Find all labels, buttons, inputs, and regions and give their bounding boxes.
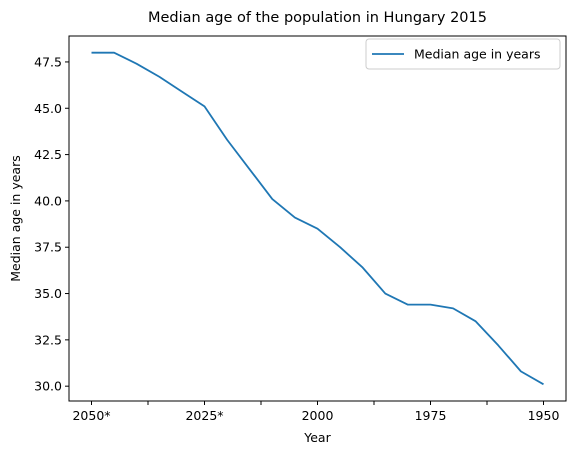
data-point — [158, 76, 160, 78]
y-tick-label: 32.5 — [34, 332, 62, 347]
data-point — [362, 267, 364, 269]
data-point — [452, 307, 454, 309]
legend-label: Median age in years — [414, 47, 540, 62]
x-axis: 2050* 2025* 2000 1975 1950 — [72, 401, 559, 423]
x-tick-label: 1975 — [415, 408, 447, 423]
x-tick-label: 1950 — [528, 408, 560, 423]
data-point — [249, 169, 251, 171]
data-point — [497, 345, 499, 347]
data-point — [204, 106, 206, 108]
y-tick-label: 42.5 — [34, 147, 62, 162]
y-tick-label: 45.0 — [34, 101, 62, 116]
y-tick-label: 40.0 — [34, 193, 62, 208]
x-tick-label: 2050* — [72, 408, 110, 423]
plot-area — [68, 35, 567, 402]
data-point — [271, 198, 273, 200]
data-point — [317, 228, 319, 230]
data-point — [136, 63, 138, 65]
y-tick-label: 30.0 — [34, 379, 62, 394]
series-line — [91, 51, 544, 386]
data-point — [430, 304, 432, 306]
data-point — [384, 293, 386, 295]
y-axis: 30.0 32.5 35.0 37.5 40.0 42.5 45.0 47.5 — [34, 54, 69, 394]
data-point — [181, 91, 183, 93]
y-tick-label: 35.0 — [34, 286, 62, 301]
data-point — [407, 304, 409, 306]
data-point — [475, 320, 477, 322]
legend-box — [365, 38, 561, 70]
data-point — [520, 370, 522, 372]
y-axis-label: Median age in years — [8, 155, 23, 281]
plot-frame — [68, 35, 567, 402]
legend: Median age in years — [365, 38, 561, 70]
data-point — [226, 139, 228, 141]
y-tick-label: 47.5 — [34, 54, 62, 69]
data-point — [294, 217, 296, 219]
x-tick-label: 2000 — [302, 408, 334, 423]
data-point — [91, 52, 93, 54]
x-tick-label: 2025* — [185, 408, 223, 423]
y-tick-label: 37.5 — [34, 240, 62, 255]
chart-title: Median age of the population in Hungary … — [148, 10, 487, 26]
data-point — [339, 246, 341, 248]
x-axis-label: Year — [303, 430, 331, 445]
data-point — [543, 383, 545, 385]
data-point — [113, 52, 115, 54]
series-layer — [91, 51, 545, 386]
